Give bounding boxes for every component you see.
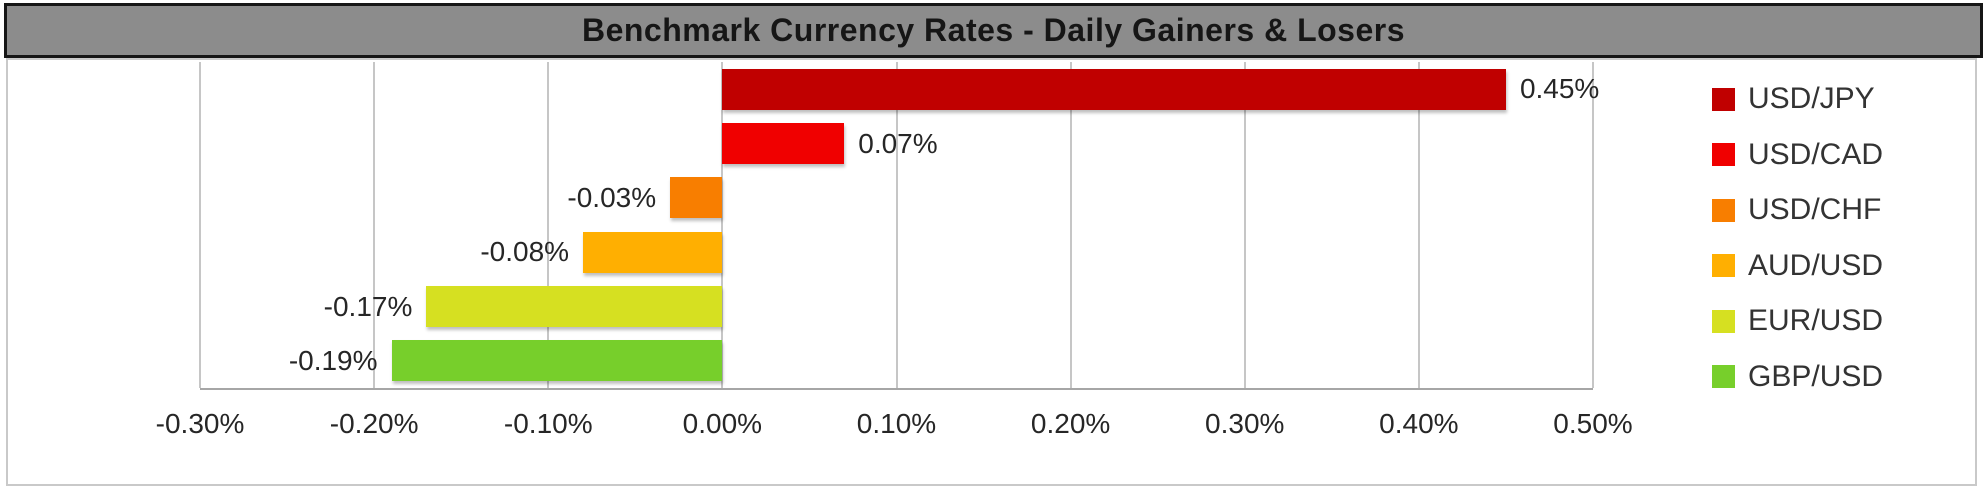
legend-swatch-gbp-usd	[1712, 365, 1735, 388]
legend-label: GBP/USD	[1748, 359, 1884, 393]
x-tick-label: 0.00%	[682, 408, 763, 439]
legend-label: USD/CHF	[1748, 193, 1882, 226]
gridline	[1417, 62, 1420, 388]
legend-label: AUD/USD	[1748, 248, 1884, 282]
bar-value-label: -0.17%	[323, 290, 413, 322]
legend-swatch-aud-usd	[1712, 254, 1735, 277]
gridline	[199, 62, 201, 388]
bar-value-label: -0.08%	[480, 236, 570, 268]
x-tick-label: 0.30%	[1205, 408, 1285, 439]
legend-item-usd-chf: USD/CHF	[1712, 193, 1881, 227]
bar-value-label: 0.45%	[1519, 73, 1600, 105]
gridline	[895, 62, 898, 388]
gridline	[1069, 62, 1072, 388]
gridline	[373, 62, 376, 388]
bar-eur-usd	[426, 286, 723, 327]
x-tick-label: -0.30%	[155, 408, 245, 439]
legend-item-usd-jpy: USD/JPY	[1712, 82, 1875, 116]
legend-swatch-usd-chf	[1712, 198, 1735, 222]
legend-swatch-eur-usd	[1712, 309, 1735, 333]
gridline	[721, 62, 724, 388]
chart-plot-background	[6, 58, 1977, 486]
gridline	[547, 62, 550, 388]
bar-usd-cad	[722, 123, 845, 164]
gridline	[1592, 62, 1594, 388]
bar-usd-jpy	[722, 68, 1506, 110]
bar-usd-chf	[670, 177, 723, 219]
x-tick-label: 0.10%	[856, 408, 937, 439]
x-axis-line	[200, 388, 1593, 390]
x-tick-label: -0.10%	[503, 408, 593, 439]
bar-value-label: -0.03%	[567, 181, 657, 213]
legend-item-usd-cad: USD/CAD	[1712, 138, 1883, 172]
legend-swatch-usd-cad	[1712, 143, 1735, 166]
legend-item-gbp-usd: GBP/USD	[1712, 360, 1883, 394]
chart-title-bar: Benchmark Currency Rates - Daily Gainers…	[4, 3, 1983, 58]
chart-title: Benchmark Currency Rates - Daily Gainers…	[581, 12, 1406, 48]
legend-swatch-usd-jpy	[1712, 87, 1735, 111]
x-tick-label: 0.40%	[1379, 408, 1459, 439]
bar-gbp-usd	[391, 340, 723, 382]
x-tick-label: 0.20%	[1030, 408, 1111, 439]
legend-label: USD/JPY	[1748, 82, 1875, 115]
legend-label: USD/CAD	[1748, 137, 1884, 171]
legend-item-aud-usd: AUD/USD	[1712, 249, 1883, 283]
bar-value-label: -0.19%	[288, 344, 378, 376]
gridline	[1243, 62, 1246, 388]
x-tick-label: -0.20%	[329, 408, 419, 439]
x-tick-label: 0.50%	[1553, 408, 1633, 439]
legend-item-eur-usd: EUR/USD	[1712, 304, 1883, 338]
bar-aud-usd	[583, 231, 723, 273]
legend-label: EUR/USD	[1748, 304, 1884, 337]
bar-value-label: 0.07%	[858, 127, 938, 159]
